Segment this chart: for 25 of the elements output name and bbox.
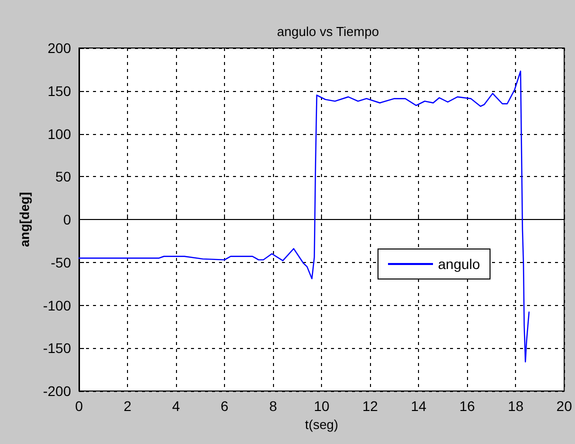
legend-label: angulo xyxy=(438,256,480,272)
y-tick-label: 50 xyxy=(55,168,72,185)
x-tick-label: 14 xyxy=(410,398,427,414)
x-tick-label: 0 xyxy=(75,398,84,414)
y-tick-label: 200 xyxy=(48,40,72,56)
chart-title: angulo vs Tiempo xyxy=(277,24,379,39)
y-tick-label: -150 xyxy=(42,340,72,356)
x-axis-title: t(seg) xyxy=(304,416,338,432)
y-tick-label: -200 xyxy=(42,383,72,399)
line-series xyxy=(78,70,530,362)
x-tick-label: 16 xyxy=(459,398,476,414)
y-axis-title: ang[deg] xyxy=(17,192,32,247)
x-tick-label: 18 xyxy=(508,398,524,414)
y-tick-label: -50 xyxy=(50,254,72,270)
y-tick-label: -100 xyxy=(42,297,72,314)
y-tick-label: 150 xyxy=(48,82,72,99)
y-tick-label: 0 xyxy=(63,212,72,228)
x-tick-label: 6 xyxy=(220,398,229,414)
x-tick-label: 10 xyxy=(314,398,330,414)
y-tick-label: 100 xyxy=(48,126,72,142)
x-tick-label: 2 xyxy=(124,398,132,414)
x-tick-label: 12 xyxy=(362,398,378,414)
x-tick-label: 8 xyxy=(269,398,278,414)
x-tick-label: 20 xyxy=(556,398,572,414)
x-tick-label: 4 xyxy=(172,398,180,414)
